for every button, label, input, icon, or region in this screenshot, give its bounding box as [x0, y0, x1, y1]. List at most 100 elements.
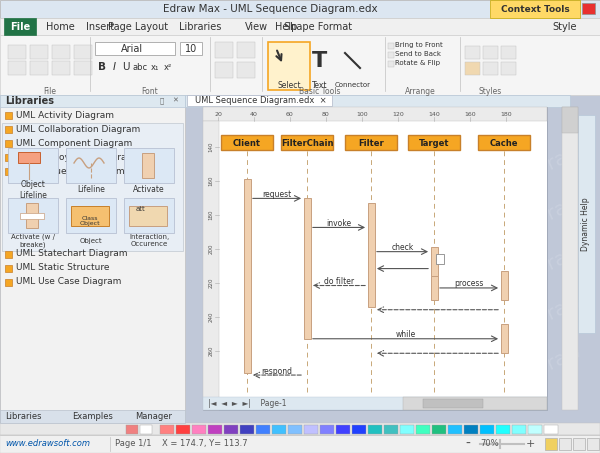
Text: T: T: [313, 51, 328, 71]
Text: Edraw: Edraw: [401, 141, 464, 184]
Text: Edraw: Edraw: [341, 341, 404, 384]
Bar: [562, 107, 578, 410]
Bar: [8, 148, 58, 183]
Bar: [345, 135, 397, 150]
Text: Style: Style: [553, 21, 577, 32]
Bar: [237, 62, 255, 78]
Text: Cache: Cache: [490, 139, 518, 148]
Bar: [384, 425, 398, 434]
Bar: [0, 35, 600, 95]
Bar: [215, 42, 233, 58]
Text: Edraw: Edraw: [401, 291, 464, 334]
Text: Activate (w /
breake): Activate (w / breake): [11, 234, 55, 248]
Bar: [4, 18, 36, 35]
Text: File: File: [10, 21, 30, 32]
Bar: [129, 206, 167, 226]
Bar: [431, 247, 438, 276]
Bar: [71, 206, 109, 226]
Text: 🔒: 🔒: [160, 98, 164, 104]
Text: 240: 240: [209, 312, 214, 322]
Bar: [208, 425, 222, 434]
Bar: [320, 425, 334, 434]
Bar: [478, 135, 530, 150]
Text: Edraw: Edraw: [341, 191, 404, 234]
Text: invoke: invoke: [326, 219, 352, 228]
Bar: [272, 425, 286, 434]
Bar: [562, 107, 578, 133]
Text: Object: Object: [80, 238, 103, 244]
Text: Class: Class: [82, 217, 98, 222]
Bar: [18, 152, 40, 163]
Bar: [180, 42, 202, 55]
Bar: [368, 425, 382, 434]
Bar: [0, 95, 600, 423]
Bar: [8, 61, 26, 75]
Text: Edraw Max - UML Sequence Diagram.edx: Edraw Max - UML Sequence Diagram.edx: [163, 4, 377, 14]
Bar: [2, 123, 183, 251]
Bar: [483, 46, 498, 59]
Bar: [192, 425, 206, 434]
Text: Edraw: Edraw: [521, 241, 584, 284]
Text: I: I: [113, 62, 115, 72]
Bar: [512, 425, 526, 434]
Bar: [30, 61, 48, 75]
Text: 180: 180: [500, 111, 512, 116]
Text: Activate: Activate: [133, 185, 165, 194]
Bar: [52, 45, 70, 59]
Text: Rotate & Flip: Rotate & Flip: [395, 60, 440, 66]
Bar: [304, 198, 311, 339]
Text: Interaction,
Occurence: Interaction, Occurence: [129, 235, 169, 247]
Text: Object
Lifeline: Object Lifeline: [19, 180, 47, 200]
Text: 160: 160: [464, 111, 476, 116]
Text: Edraw: Edraw: [221, 141, 284, 184]
Bar: [431, 276, 438, 300]
Bar: [368, 203, 375, 307]
Bar: [304, 425, 318, 434]
Bar: [436, 254, 444, 264]
Bar: [26, 203, 38, 228]
Text: File: File: [44, 87, 56, 96]
Text: 160: 160: [209, 176, 214, 186]
Bar: [0, 410, 185, 423]
Bar: [423, 399, 483, 408]
Bar: [240, 425, 254, 434]
Text: UML Static Structure: UML Static Structure: [16, 264, 110, 273]
Text: Home: Home: [46, 21, 74, 32]
Text: Edraw: Edraw: [281, 191, 344, 234]
Bar: [176, 425, 190, 434]
Bar: [528, 425, 542, 434]
Text: Send to Back: Send to Back: [395, 51, 441, 57]
Bar: [74, 61, 92, 75]
Text: Edraw: Edraw: [341, 141, 404, 184]
Bar: [5, 112, 12, 119]
Text: Edraw: Edraw: [341, 241, 404, 284]
Text: B: B: [98, 62, 106, 72]
Text: x₁: x₁: [151, 63, 159, 72]
Bar: [5, 265, 12, 272]
Bar: [142, 153, 154, 178]
Text: Text: Text: [312, 81, 328, 90]
Text: Libraries: Libraries: [179, 21, 221, 32]
Text: Edraw: Edraw: [461, 141, 524, 184]
Text: 120: 120: [392, 111, 404, 116]
Bar: [281, 135, 333, 150]
Text: Edraw: Edraw: [461, 341, 524, 384]
Text: 40: 40: [250, 111, 258, 116]
Text: U: U: [122, 62, 130, 72]
Text: Edraw: Edraw: [401, 191, 464, 234]
Text: -: -: [466, 437, 470, 451]
Text: Libraries: Libraries: [5, 412, 41, 421]
Bar: [5, 251, 12, 258]
Bar: [501, 324, 508, 353]
Bar: [66, 148, 116, 183]
Bar: [501, 271, 508, 300]
Text: Context Tools: Context Tools: [500, 5, 569, 14]
Text: Edraw: Edraw: [281, 341, 344, 384]
Text: UML Sequence Diagram.edx  ×: UML Sequence Diagram.edx ×: [195, 96, 326, 105]
Bar: [215, 62, 233, 78]
Text: 20: 20: [214, 111, 222, 116]
Bar: [550, 3, 563, 14]
Text: Manager: Manager: [135, 412, 172, 421]
Text: Insert: Insert: [86, 21, 114, 32]
Text: Page 1/1    X = 174.7, Y= 113.7: Page 1/1 X = 174.7, Y= 113.7: [115, 439, 248, 448]
